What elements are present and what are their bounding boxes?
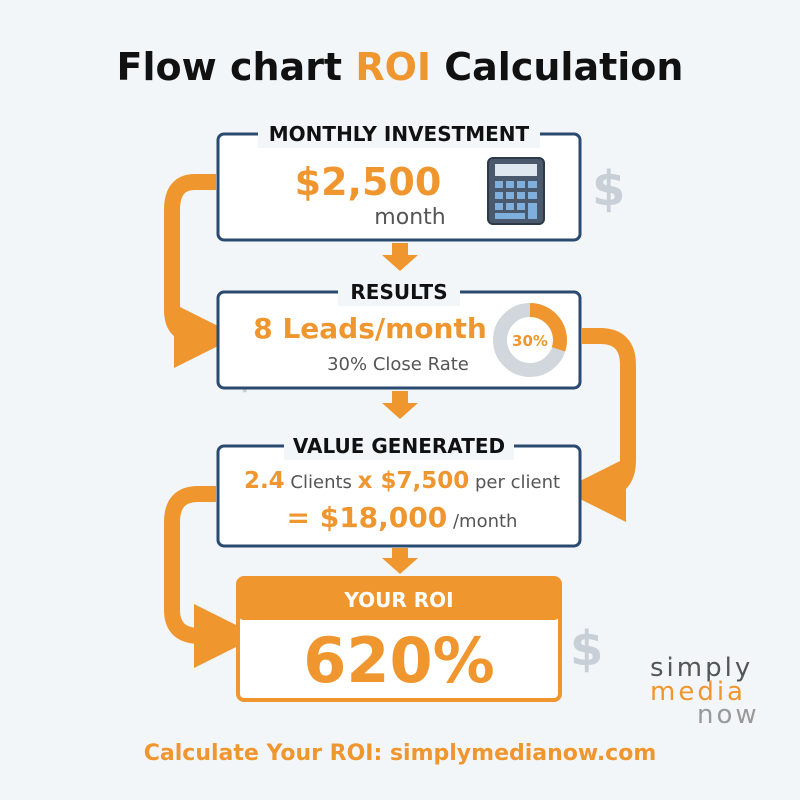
logo-text: simply: [650, 653, 753, 683]
box-label: RESULTS: [350, 280, 447, 304]
close-rate: 30% Close Rate: [327, 354, 469, 375]
amount: $2,500: [295, 160, 442, 204]
box-label: VALUE GENERATED: [293, 434, 505, 458]
footer: Calculate Your ROI: simplymedianow.com: [144, 741, 657, 766]
flow-arrow: [164, 174, 238, 368]
logo-text: media: [650, 677, 746, 707]
label-bg: [258, 120, 540, 148]
roi-header: [238, 578, 560, 620]
title: Flow chart ROI Calculation: [117, 45, 684, 89]
leads: 8 Leads/month: [253, 312, 487, 345]
label-bg: [284, 432, 514, 460]
label-bg: [338, 278, 460, 306]
down-arrows: [382, 243, 418, 574]
logo: simply media now: [650, 653, 760, 730]
value-line: 2.4 Clients x $7,500 per client: [244, 468, 560, 494]
donut-label: 30%: [512, 332, 548, 350]
logo-text: now: [697, 700, 760, 730]
roi-value: 620%: [303, 624, 495, 697]
total-line: = $18,000 /month: [287, 501, 518, 534]
donut: [493, 303, 567, 377]
calculator-icon: [487, 157, 545, 225]
dollar-icon: $: [592, 161, 625, 217]
flow-arrow: [562, 328, 636, 522]
flow-arrow: [164, 486, 258, 668]
roi-label: YOUR ROI: [343, 588, 453, 612]
unit: month: [374, 205, 445, 230]
dollar-icon: $: [570, 621, 603, 677]
box-label: MONTHLY INVESTMENT: [269, 122, 530, 146]
